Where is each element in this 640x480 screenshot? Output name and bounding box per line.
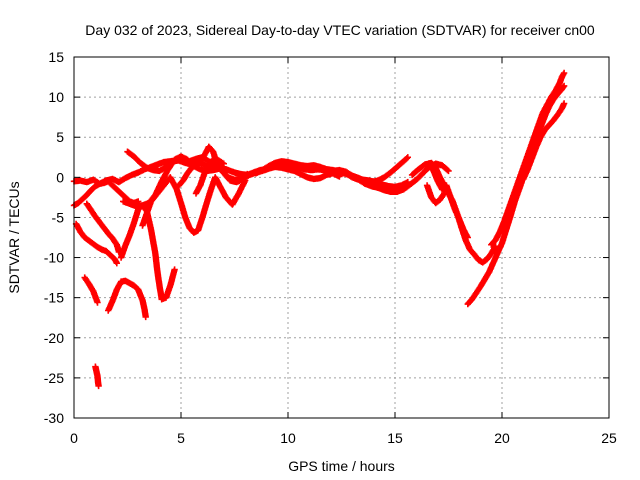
series-arc-r — [423, 182, 448, 207]
x-tick-label: 0 — [70, 430, 78, 446]
y-tick-label: -15 — [44, 290, 64, 306]
marker-path — [92, 363, 102, 390]
x-tick-label: 10 — [280, 430, 296, 446]
x-tick-label: 15 — [387, 430, 403, 446]
axis-ticks: 0 5 10 15 20 25 -30 -25 -20 -15 -10 -5 0 5 10 15 — [44, 49, 617, 446]
series-arc-f — [83, 200, 123, 256]
marker-path — [72, 220, 120, 267]
marker-path — [105, 277, 149, 321]
chart-title: Day 032 of 2023, Sidereal Day-to-day VTE… — [85, 22, 595, 38]
x-tick-label: 25 — [601, 430, 617, 446]
marker-path — [81, 274, 101, 306]
marker-path — [488, 69, 568, 248]
y-tick-label: -25 — [44, 370, 64, 386]
y-tick-label: 0 — [56, 169, 64, 185]
y-tick-label: 5 — [56, 129, 64, 145]
marker-path — [426, 162, 471, 241]
x-tick-label: 5 — [177, 430, 185, 446]
series-arc-e — [72, 220, 120, 267]
x-tick-label: 20 — [494, 430, 510, 446]
y-tick-label: -30 — [44, 410, 64, 426]
series-arc-u — [520, 100, 568, 183]
y-tick-label: 10 — [48, 89, 64, 105]
series-arc-o — [316, 160, 452, 195]
y-tick-label: -5 — [52, 209, 65, 225]
plot-markers — [70, 69, 568, 390]
series-arc-k — [139, 174, 249, 236]
marker-path — [83, 200, 123, 256]
series-arc-t — [488, 69, 568, 248]
y-axis-label: SDTVAR / TECUs — [6, 181, 22, 293]
marker-path — [316, 160, 452, 195]
series-arc-i — [105, 277, 149, 321]
x-axis-label: GPS time / hours — [288, 458, 395, 474]
y-tick-label: -20 — [44, 330, 64, 346]
marker-path — [520, 100, 568, 183]
marker-path — [423, 182, 448, 207]
series-arc-h — [92, 363, 102, 390]
series-arc-q — [426, 162, 471, 241]
y-tick-label: 15 — [48, 49, 64, 65]
plot-frame — [73, 56, 610, 419]
y-tick-label: -10 — [44, 250, 64, 266]
series-arc-g — [81, 274, 101, 306]
marker-path — [139, 174, 249, 236]
